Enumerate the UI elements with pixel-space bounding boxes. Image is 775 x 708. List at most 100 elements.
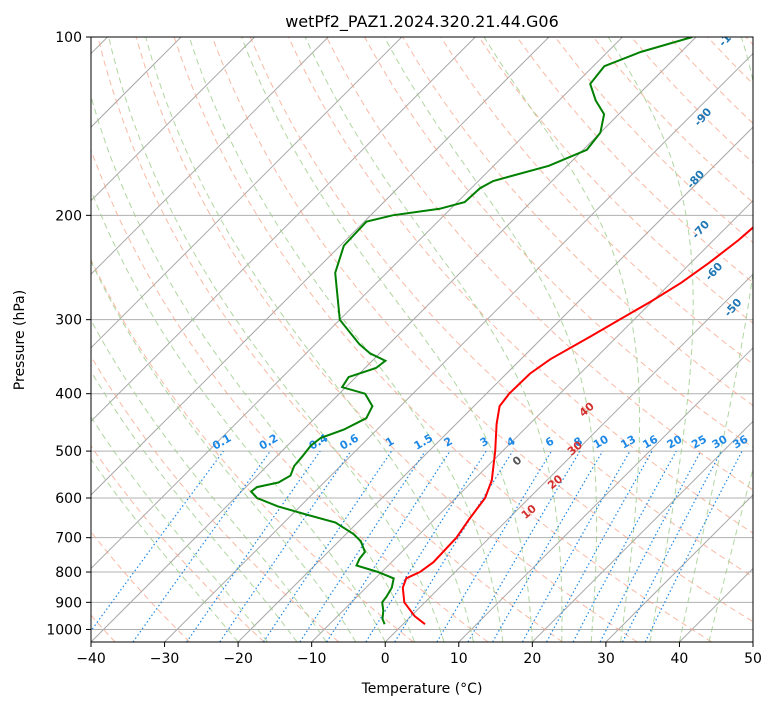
x-tick-label: 0	[381, 651, 390, 667]
moist-adiabat	[678, 37, 753, 642]
mixing-ratio-line	[91, 450, 224, 632]
y-tick-label: 600	[55, 491, 82, 507]
dry-adiabat	[326, 37, 753, 491]
y-tick-label: 400	[55, 387, 82, 403]
moist-adiabat	[708, 466, 753, 642]
moist-adiabat	[607, 37, 694, 642]
x-tick-label: −30	[150, 651, 180, 667]
isotherm-line	[91, 37, 329, 275]
mixing-ratio-label: 1	[383, 435, 396, 450]
isotherm-line	[384, 273, 753, 642]
x-tick-label: −40	[76, 651, 106, 667]
dry-adiabat	[91, 258, 414, 642]
y-tick-label: 100	[55, 30, 82, 46]
y-tick-label: 1000	[46, 622, 82, 638]
mixing-ratio-line	[521, 450, 631, 642]
mixing-ratio-label: 36	[730, 432, 750, 451]
moist-adiabat-label: -80	[684, 167, 707, 191]
isotherm-line	[752, 641, 753, 642]
mixing-ratio-line	[262, 450, 392, 642]
isotherm-line	[91, 37, 403, 349]
moist-adiabats	[91, 37, 753, 642]
moist-adiabat	[304, 37, 563, 642]
dry-adiabat	[745, 37, 753, 46]
moist-adiabat-label: -50	[722, 296, 745, 320]
chart-title: wetPf2_PAZ1.2024.320.21.44.G06	[285, 12, 559, 32]
x-tick-label: 10	[450, 651, 468, 667]
moist-adiabat	[91, 370, 298, 642]
dry-adiabat	[554, 37, 753, 244]
x-tick-label: −10	[297, 651, 327, 667]
mixing-ratio-label: 10	[591, 432, 611, 451]
isotherm-line	[91, 37, 550, 496]
moist-adiabat	[91, 458, 239, 642]
mixing-ratio-line	[599, 450, 702, 642]
dry-adiabat	[135, 37, 638, 642]
x-axis-ticks: −40 −30 −20 −10 0 10 20 30 40 50	[76, 642, 762, 667]
dry-adiabat	[173, 37, 713, 642]
y-tick-label: 800	[55, 565, 82, 581]
moist-adiabat	[108, 37, 445, 642]
dry-adiabat	[97, 37, 563, 642]
x-tick-label: 40	[671, 651, 689, 667]
isotherm-line	[458, 347, 753, 642]
y-tick-label: 500	[55, 444, 82, 460]
moist-adiabat	[91, 260, 357, 642]
isotherm-line	[237, 126, 753, 642]
isotherm-line	[311, 199, 753, 642]
moist-adiabat-label: -90	[691, 105, 714, 129]
dry-adiabat	[91, 531, 191, 642]
moist-adiabat-label: -60	[702, 260, 725, 284]
mixing-ratio-label: 13	[618, 433, 638, 452]
mixing-ratio-line	[572, 450, 677, 642]
moist-adiabat-label: -100	[716, 20, 744, 49]
plot-area: 0.1 0.2 0.4 0.6 1 1.5 2 3 4 6 8 10 13 16 20 25 30 3610203…	[91, 20, 753, 642]
mixing-ratio-line	[326, 450, 451, 642]
y-axis-label: Pressure (hPa)	[12, 290, 28, 390]
dry-adiabat	[91, 445, 265, 642]
mixing-ratio-line	[219, 450, 352, 642]
dry-adiabat	[287, 37, 753, 534]
x-tick-label: 50	[744, 651, 762, 667]
isotherm-line	[605, 494, 753, 642]
moist-adiabat	[145, 37, 474, 642]
mixing-ratio-line	[546, 450, 653, 642]
mixing-ratio-label: 0.4	[307, 431, 331, 452]
dry-adiabat	[249, 37, 753, 578]
dry-adiabat	[211, 37, 753, 623]
isotherm-line	[91, 37, 697, 642]
mixing-ratio-label: 25	[689, 433, 709, 452]
mixing-ratio-label: 30	[710, 432, 730, 451]
dry-adiabat	[592, 37, 753, 204]
mixing-ratio-line	[299, 450, 426, 642]
dry-adiabat	[91, 355, 340, 642]
moist-adiabat	[91, 94, 416, 642]
y-tick-label: 900	[55, 595, 82, 611]
x-axis-label: Temperature (°C)	[361, 681, 483, 697]
mixing-ratio-label: 1.5	[412, 432, 435, 453]
dry-adiabat	[516, 37, 753, 284]
mixing-ratio-label: 3	[478, 435, 491, 450]
y-axis-ticks: 1000 900 800 700 600 500 400 300 200 100	[46, 30, 91, 638]
dry-adiabats	[91, 37, 753, 642]
dry-adiabat	[440, 37, 753, 365]
y-tick-label: 300	[55, 313, 82, 329]
dry-adiabat	[478, 37, 753, 324]
isotherm-line	[91, 37, 476, 423]
mixing-ratio-label: 0.1	[210, 432, 233, 453]
plot-frame	[90, 36, 754, 643]
x-tick-label: 20	[523, 651, 541, 667]
isotherm-line	[531, 420, 753, 642]
x-tick-label: −20	[223, 651, 253, 667]
mixing-ratio-line	[186, 450, 321, 642]
isotherm-line	[91, 37, 623, 570]
moist-adiabat	[91, 188, 386, 642]
mixing-ratio-label: 16	[640, 432, 660, 451]
pressure-gridlines	[91, 37, 753, 630]
dry-adiabat	[91, 148, 489, 642]
isotherm-line	[91, 37, 256, 202]
temperature-profile-line	[401, 226, 753, 625]
y-tick-label: 700	[55, 531, 82, 547]
moist-adiabat	[188, 37, 504, 642]
